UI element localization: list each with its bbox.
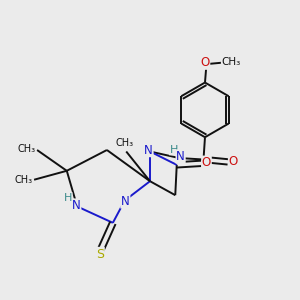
Text: O: O	[200, 56, 210, 69]
Text: H: H	[64, 193, 72, 202]
Text: N: N	[144, 143, 153, 157]
Text: CH₃: CH₃	[116, 138, 134, 148]
Text: N: N	[121, 195, 130, 208]
Text: O: O	[202, 156, 211, 169]
Text: CH₃: CH₃	[15, 175, 33, 185]
Text: CH₃: CH₃	[18, 144, 36, 154]
Text: S: S	[96, 248, 104, 260]
Text: CH₃: CH₃	[221, 57, 241, 67]
Text: H: H	[169, 145, 178, 155]
Text: O: O	[229, 155, 238, 168]
Text: N: N	[176, 150, 185, 163]
Text: N: N	[72, 199, 81, 212]
